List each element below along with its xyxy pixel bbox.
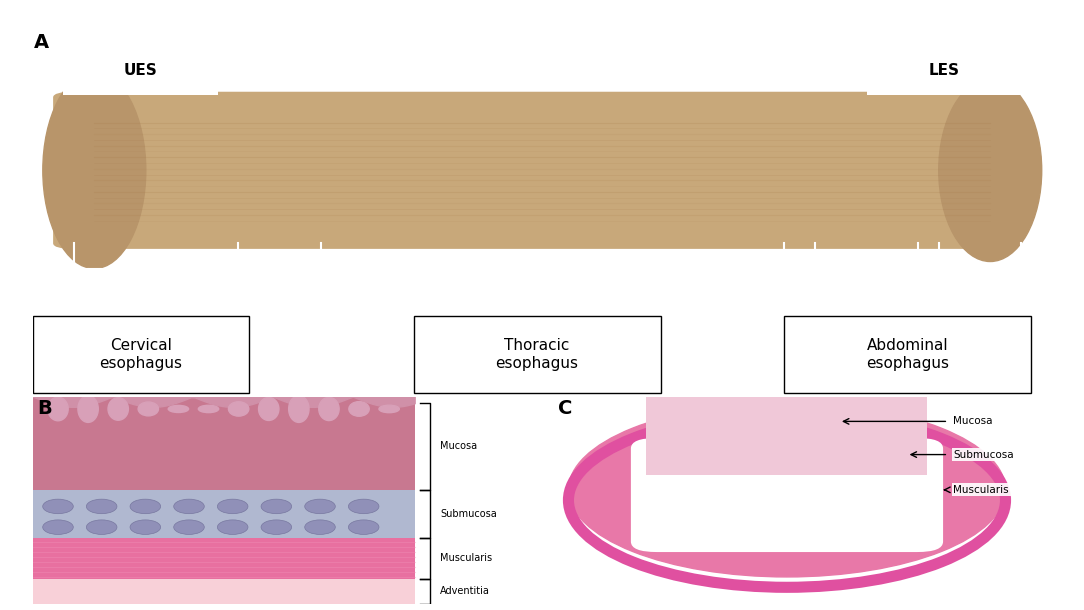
Ellipse shape: [319, 397, 339, 420]
Ellipse shape: [939, 79, 1042, 262]
Text: Submucosa: Submucosa: [954, 450, 1015, 459]
Text: LES: LES: [928, 63, 959, 78]
Text: Muscularis: Muscularis: [440, 553, 492, 563]
Text: Thoracic
esophagus: Thoracic esophagus: [495, 339, 579, 371]
Ellipse shape: [379, 405, 399, 413]
Ellipse shape: [173, 499, 204, 514]
Bar: [33, 537, 414, 579]
Bar: [646, 388, 928, 475]
Ellipse shape: [78, 395, 99, 422]
Text: Cervical
esophagus: Cervical esophagus: [99, 339, 182, 371]
Ellipse shape: [87, 499, 117, 514]
Ellipse shape: [130, 499, 160, 514]
FancyBboxPatch shape: [784, 316, 1031, 393]
Text: Adventitia: Adventitia: [440, 586, 490, 597]
Text: B: B: [38, 398, 52, 418]
Bar: [33, 490, 414, 537]
Text: UES: UES: [124, 63, 157, 78]
Text: A: A: [34, 33, 49, 52]
Ellipse shape: [138, 402, 158, 416]
Ellipse shape: [168, 406, 189, 412]
FancyBboxPatch shape: [63, 47, 218, 95]
Text: C: C: [558, 398, 572, 418]
Ellipse shape: [288, 395, 309, 422]
Ellipse shape: [42, 72, 145, 268]
Ellipse shape: [87, 520, 117, 534]
Ellipse shape: [42, 499, 74, 514]
Text: Submucosa: Submucosa: [440, 509, 496, 518]
FancyBboxPatch shape: [631, 438, 943, 552]
Ellipse shape: [305, 520, 335, 534]
Ellipse shape: [349, 401, 370, 416]
Ellipse shape: [830, 469, 882, 500]
Text: Mucosa: Mucosa: [954, 417, 993, 426]
Ellipse shape: [870, 492, 922, 523]
Text: Muscularis: Muscularis: [954, 485, 1009, 495]
FancyBboxPatch shape: [33, 316, 248, 393]
Ellipse shape: [763, 460, 815, 491]
FancyBboxPatch shape: [866, 47, 1021, 95]
Ellipse shape: [259, 398, 279, 420]
Ellipse shape: [305, 499, 335, 514]
Ellipse shape: [48, 397, 68, 421]
Circle shape: [568, 403, 1006, 577]
Ellipse shape: [348, 520, 379, 534]
Ellipse shape: [173, 520, 204, 534]
FancyBboxPatch shape: [413, 316, 660, 393]
Text: Abdominal
esophagus: Abdominal esophagus: [866, 339, 950, 371]
Ellipse shape: [218, 520, 248, 534]
Ellipse shape: [198, 405, 219, 412]
FancyBboxPatch shape: [53, 92, 1021, 249]
Ellipse shape: [654, 490, 706, 521]
Ellipse shape: [218, 499, 248, 514]
Ellipse shape: [130, 520, 160, 534]
Ellipse shape: [42, 520, 74, 534]
Ellipse shape: [696, 468, 748, 499]
Ellipse shape: [229, 402, 249, 416]
Ellipse shape: [261, 520, 292, 534]
Ellipse shape: [261, 499, 292, 514]
Bar: [33, 579, 414, 604]
Bar: [33, 396, 414, 490]
Ellipse shape: [348, 499, 379, 514]
Text: Mucosa: Mucosa: [440, 441, 477, 451]
Ellipse shape: [108, 398, 128, 420]
